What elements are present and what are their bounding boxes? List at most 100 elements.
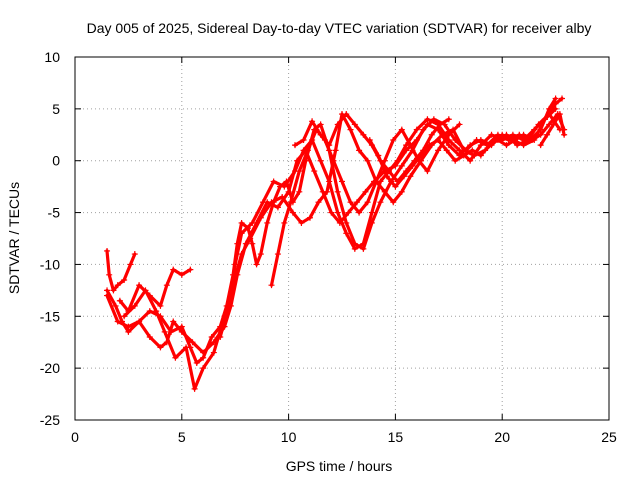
data-point-marker — [512, 136, 519, 143]
data-point-marker — [200, 354, 207, 361]
data-point-marker — [131, 302, 138, 309]
x-axis-label: GPS time / hours — [286, 458, 393, 474]
data-point-marker — [339, 178, 345, 185]
series-track-3 — [118, 268, 192, 313]
data-point-marker — [317, 157, 324, 164]
series-track-5 — [122, 112, 562, 391]
data-point-marker — [537, 142, 544, 149]
x-tick-label: 20 — [494, 429, 510, 445]
data-point-marker — [398, 188, 405, 195]
data-point-marker — [368, 209, 375, 216]
data-point-marker — [238, 251, 245, 258]
data-point-marker — [136, 318, 143, 325]
data-point-marker — [362, 188, 369, 195]
data-point-marker — [178, 328, 185, 335]
data-point-marker — [514, 142, 521, 149]
y-tick-label: -20 — [40, 360, 60, 376]
y-tick-label: -5 — [48, 205, 61, 221]
data-point-marker — [552, 100, 559, 107]
data-point-marker — [170, 266, 177, 273]
data-point-marker — [189, 339, 196, 346]
data-point-marker — [257, 251, 264, 258]
y-tick-label: 0 — [52, 153, 60, 169]
data-point-marker — [142, 287, 149, 294]
data-point-marker — [309, 118, 316, 125]
data-point-marker — [385, 168, 392, 175]
data-point-marker — [259, 199, 266, 206]
data-point-marker — [435, 147, 442, 154]
data-point-marker — [112, 302, 119, 309]
data-point-marker — [270, 178, 277, 185]
data-point-marker — [373, 178, 380, 185]
data-point-marker — [225, 302, 232, 309]
data-point-marker — [178, 323, 185, 330]
y-tick-label: 10 — [44, 49, 60, 65]
data-point-marker — [477, 136, 484, 143]
data-point-marker — [407, 173, 414, 180]
data-point-marker — [343, 230, 350, 237]
data-point-marker — [153, 308, 160, 315]
data-point-marker — [347, 126, 354, 133]
data-point-marker — [328, 209, 335, 216]
data-point-marker — [456, 147, 463, 154]
data-point-marker — [104, 287, 111, 294]
data-point-marker — [509, 131, 516, 138]
data-point-marker — [360, 240, 367, 247]
data-point-marker — [360, 131, 367, 138]
data-point-marker — [187, 266, 194, 273]
data-point-marker — [486, 142, 493, 149]
data-point-marker — [274, 251, 281, 258]
data-point-marker — [285, 188, 292, 195]
x-tick-label: 5 — [178, 429, 186, 445]
data-point-marker — [330, 157, 337, 164]
data-point-marker — [172, 354, 179, 361]
data-point-marker — [445, 116, 452, 123]
data-point-marker — [183, 344, 190, 351]
data-point-marker — [136, 282, 143, 289]
data-point-marker — [326, 178, 333, 185]
data-point-marker — [200, 365, 207, 372]
data-point-marker — [264, 219, 271, 226]
data-point-marker — [311, 168, 318, 175]
data-point-marker — [437, 121, 444, 128]
data-point-marker — [456, 121, 463, 128]
data-point-marker — [110, 287, 117, 294]
data-point-marker — [351, 121, 358, 128]
data-point-marker — [559, 95, 566, 102]
data-point-marker — [287, 199, 294, 206]
data-point-marker — [249, 240, 256, 247]
data-point-marker — [477, 152, 484, 159]
data-point-marker — [306, 214, 313, 221]
data-point-marker — [217, 334, 224, 341]
data-point-marker — [452, 157, 459, 164]
data-point-marker — [494, 136, 501, 143]
data-point-marker — [317, 131, 324, 138]
data-point-marker — [353, 199, 360, 206]
data-point-marker — [268, 282, 275, 289]
data-point-marker — [191, 385, 198, 392]
data-point-marker — [375, 152, 382, 159]
data-point-marker — [127, 261, 134, 268]
data-point-marker — [445, 142, 452, 149]
data-point-marker — [238, 230, 245, 237]
data-point-marker — [253, 261, 260, 268]
y-tick-label: -25 — [40, 412, 60, 428]
data-point-marker — [146, 308, 153, 315]
data-point-marker — [324, 188, 331, 195]
data-point-marker — [556, 111, 563, 118]
data-point-marker — [170, 318, 177, 325]
data-point-marker — [390, 136, 397, 143]
x-tick-label: 0 — [71, 429, 79, 445]
data-point-marker — [541, 116, 548, 123]
data-point-marker — [131, 251, 138, 258]
data-point-marker — [435, 136, 442, 143]
data-point-marker — [356, 147, 363, 154]
data-point-marker — [178, 271, 185, 278]
data-point-marker — [550, 121, 557, 128]
data-point-marker — [529, 136, 536, 143]
data-point-marker — [381, 188, 388, 195]
data-point-marker — [383, 173, 390, 180]
data-point-marker — [398, 126, 405, 133]
y-tick-label: 5 — [52, 101, 60, 117]
data-point-marker — [537, 131, 544, 138]
